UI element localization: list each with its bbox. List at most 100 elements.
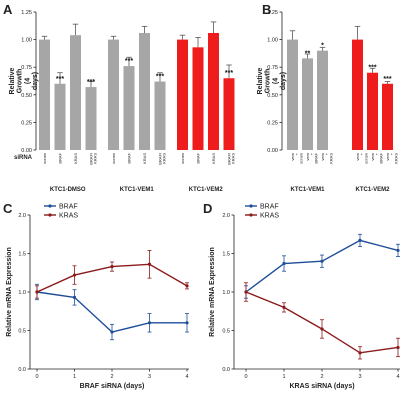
panel-c-line-chart: C 0.0 0.5 1.0 1.5 2.0 0 1 2 3 4 BRAF siRNA (days) Re… xyxy=(3,201,189,390)
data-point-braf xyxy=(110,330,114,334)
bar xyxy=(223,78,235,150)
category-label: vem+scram xyxy=(355,152,368,164)
panel-b-bar-chart: 0.00 0.25 0.50 0.75 1.00 1.25B RelativeGrowth(… xyxy=(257,2,398,193)
category-label: KRAS xyxy=(211,153,216,164)
data-point-braf xyxy=(282,261,286,266)
panel-d-letter: D xyxy=(203,201,212,216)
panel-b-y-tick-label: 1.25 xyxy=(267,10,278,16)
panel-d-y-tick-label: 1.0 xyxy=(222,290,230,296)
category-label: BRAF/KRAS xyxy=(227,152,236,165)
category-label: KRAS xyxy=(142,153,147,164)
bar xyxy=(382,83,393,150)
significance-mark: *** xyxy=(87,79,95,86)
panel-d-x-tick-label: 0 xyxy=(244,374,247,380)
bar xyxy=(85,87,97,150)
data-point-braf xyxy=(147,321,152,325)
bar xyxy=(177,39,188,150)
legend-marker-kras xyxy=(249,213,253,217)
group-label: KTC1-DMSO xyxy=(50,187,86,193)
significance-mark: ** xyxy=(305,50,311,57)
panel-a-y-tick-label: 0.25 xyxy=(21,120,32,126)
panel-a-bar-chart: 0.00 0.25 0.50 0.75 1.00 1.25 A RelativeGrowth(… xyxy=(3,2,236,193)
significance-mark: *** xyxy=(383,76,391,83)
significance-mark: *** xyxy=(225,70,233,77)
bar xyxy=(108,39,119,150)
panel-d-x-tick-label: 3 xyxy=(358,374,361,380)
panel-a-y-tick-label: 1.25 xyxy=(21,10,32,16)
panel-c-x-tick-label: 3 xyxy=(148,374,151,380)
bar xyxy=(123,66,135,150)
bar xyxy=(352,39,363,150)
category-label: vem+KRAS xyxy=(385,152,398,164)
category-label: vem+KRAS xyxy=(320,152,333,164)
significance-mark: *** xyxy=(56,76,64,83)
panel-d-x-tick-label: 2 xyxy=(320,374,323,380)
data-point-kras xyxy=(358,351,362,355)
bar xyxy=(192,47,204,150)
panel-b-y-tick-label: 0.50 xyxy=(267,93,278,99)
group-label: KTC1-VEM1 xyxy=(120,187,155,193)
panel-d-x-tick-label: 4 xyxy=(396,374,399,380)
legend-marker-kras xyxy=(48,213,52,217)
panel-a-letter: A xyxy=(3,2,13,17)
significance-mark: *** xyxy=(368,65,376,72)
panel-d-y-axis-title: Relative mRNA Expression xyxy=(209,247,216,337)
panel-c-y-axis-title: Relative mRNA Expression xyxy=(6,247,13,337)
panel-c-y-tick-label: 1.0 xyxy=(18,290,26,296)
sirna-row-label: siRNA xyxy=(14,155,33,161)
legend-marker-braf xyxy=(48,204,52,208)
panel-b-y-tick-label: 0.00 xyxy=(267,148,278,154)
legend-label-kras: KRAS xyxy=(260,213,279,220)
data-point-braf xyxy=(185,321,189,325)
category-label: BRAF/KRAS xyxy=(158,152,167,165)
bar xyxy=(39,39,50,150)
bar xyxy=(317,50,328,150)
data-point-braf xyxy=(396,248,400,253)
panel-d-line-chart: D 0.0 0.5 1.0 1.5 2.0 0 1 2 3 4 KRAS siRNA (days) Re… xyxy=(203,201,400,390)
panel-b-y-tick-label: 1.00 xyxy=(267,38,278,44)
panel-c-x-tick-label: 1 xyxy=(73,374,76,380)
panel-c-y-tick-label: 0.0 xyxy=(18,367,26,373)
category-label: BRAF xyxy=(58,152,63,163)
group-label: KTC1-VEM2 xyxy=(189,187,224,193)
group-label: KTC1-VEM2 xyxy=(355,187,390,193)
bar xyxy=(208,32,219,151)
panel-c-y-tick-label: 0.5 xyxy=(18,329,26,335)
panel-d-y-tick-label: 2.0 xyxy=(222,213,230,219)
panel-c-x-axis-title: BRAF siRNA (days) xyxy=(80,383,145,390)
y-axis-title: RelativeGrowth(4days) xyxy=(9,67,39,94)
data-point-braf xyxy=(320,259,324,263)
category-label: BRAF xyxy=(127,152,132,163)
panel-d-x-axis-title: KRAS siRNA (days) xyxy=(289,383,354,390)
data-point-kras xyxy=(72,273,77,277)
category-label: scram xyxy=(42,152,47,164)
data-point-kras xyxy=(320,327,324,331)
bar xyxy=(302,58,313,151)
panel-c-x-tick-label: 2 xyxy=(110,374,113,380)
panel-c-x-tick-label: 0 xyxy=(35,374,38,380)
category-label: scram xyxy=(180,152,185,164)
legend-label-kras: KRAS xyxy=(59,213,78,220)
panel-c-letter: C xyxy=(3,201,13,216)
group-label: KTC1-VEM1 xyxy=(290,187,325,193)
panel-b-y-tick-label: 0.25 xyxy=(267,120,278,126)
data-point-kras xyxy=(35,290,39,294)
category-label: BRAF xyxy=(196,152,201,163)
panel-d-y-tick-label: 0.0 xyxy=(222,367,230,373)
bar xyxy=(287,39,298,150)
significance-mark: *** xyxy=(156,74,164,81)
data-point-kras xyxy=(396,345,400,350)
data-point-kras xyxy=(282,305,286,309)
panel-c-x-tick-label: 4 xyxy=(185,374,188,380)
significance-mark: *** xyxy=(125,58,133,65)
bar xyxy=(154,81,166,150)
legend-label-braf: BRAF xyxy=(260,204,279,211)
data-point-kras xyxy=(185,284,189,288)
panel-c-y-tick-label: 2.0 xyxy=(18,213,26,219)
data-point-braf xyxy=(72,295,77,299)
panel-d-x-tick-label: 1 xyxy=(282,374,285,380)
category-label: scram xyxy=(111,152,116,164)
data-point-kras xyxy=(244,290,248,294)
panel-a-y-tick-label: 1.00 xyxy=(21,38,32,44)
